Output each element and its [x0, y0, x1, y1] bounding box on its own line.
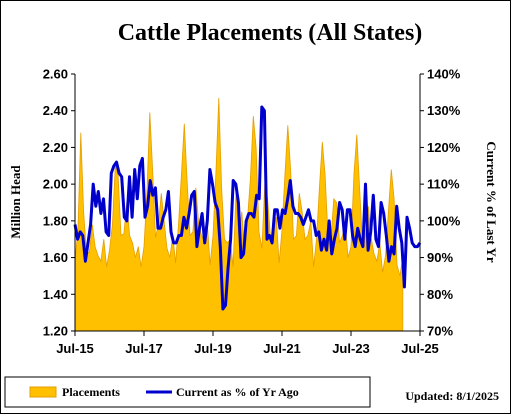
updated-label: Updated: 8/1/2025 [405, 389, 499, 403]
y2-tick-label: 80% [427, 287, 453, 302]
y2-tick-label: 90% [427, 250, 453, 265]
x-tick-label: Jul-19 [194, 341, 232, 356]
legend-label-placements: Placements [62, 385, 120, 399]
y-axis-title: Million Head [8, 165, 23, 239]
y-tick-label: 1.60 [43, 250, 68, 265]
x-tick-label: Jul-25 [401, 341, 439, 356]
tick-labels-layer: 1.20 1.40 1.60 1.80 2.00 2.20 2.40 2.60 70% 80% 90… [43, 67, 461, 357]
chart-title: Cattle Placements (All States) [118, 20, 423, 46]
y2-tick-label: 140% [427, 67, 461, 82]
pct-line [73, 105, 422, 311]
y2-tick-label: 100% [427, 213, 461, 228]
x-tick-label: Jul-21 [263, 341, 301, 356]
y-tick-label: 1.40 [43, 287, 68, 302]
axes-layer [74, 74, 421, 332]
y2-tick-label: 70% [427, 324, 453, 339]
y-tick-label: 2.40 [43, 103, 68, 118]
pct-line-layer [73, 105, 422, 311]
x-tick-label: Jul-23 [332, 341, 370, 356]
legend-label-pct: Current as % of Yr Ago [176, 385, 299, 399]
y-tick-label: 1.20 [43, 324, 68, 339]
legend-box [4, 376, 371, 408]
x-tick-label: Jul-17 [125, 341, 163, 356]
y2-tick-label: 120% [427, 140, 461, 155]
legend-swatch-placements [29, 386, 57, 398]
y-tick-label: 2.60 [43, 67, 68, 82]
y-tick-label: 2.00 [43, 177, 68, 192]
y2-axis-title: Current % of Last Yr [484, 141, 499, 263]
x-tick-label: Jul-15 [56, 341, 94, 356]
y2-tick-label: 110% [427, 177, 460, 192]
y-tick-label: 2.20 [43, 140, 68, 155]
y2-tick-label: 130% [427, 103, 461, 118]
y-tick-label: 1.80 [43, 213, 68, 228]
